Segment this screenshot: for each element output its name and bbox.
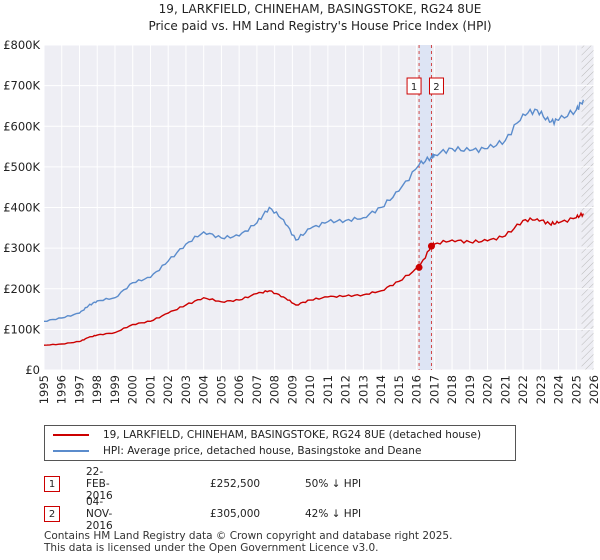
x-tick-label: 2015 [392,375,406,404]
x-tick-label: 2000 [126,375,140,404]
x-tick-label: 2023 [534,375,548,404]
x-tick-label: 2001 [143,375,157,404]
legend-label-property: 19, LARKFIELD, CHINEHAM, BASINGSTOKE, RG… [103,429,482,441]
x-tick-label: 2018 [445,375,459,404]
x-tick-label: 2012 [339,375,353,404]
x-tick-label: 2009 [285,375,299,404]
legend-item-hpi: HPI: Average price, detached house, Basi… [53,443,421,459]
y-tick-label: £800K [3,38,40,52]
x-tick-label: 2011 [321,375,335,404]
legend-item-property: 19, LARKFIELD, CHINEHAM, BASINGSTOKE, RG… [53,427,481,443]
sale-point [427,242,435,250]
series-line-hpi [44,99,585,322]
sale-marker-label: 1 [411,82,417,93]
transaction-price: £305,000 [210,508,261,520]
transaction-row: 2 04-NOV-2016 £305,000 42% ↓ HPI [44,496,361,532]
transaction-hpi: 50% ↓ HPI [305,478,362,490]
x-tick-label: 2014 [374,375,388,404]
x-tick-label: 1996 [55,375,69,404]
x-tick-label: 1999 [108,375,122,404]
x-tick-label: 2024 [552,375,566,404]
x-tick-label: 1995 [37,375,51,404]
transaction-price: £252,500 [210,478,261,490]
legend: 19, LARKFIELD, CHINEHAM, BASINGSTOKE, RG… [44,425,516,461]
x-tick-label: 2008 [268,375,282,404]
x-tick-label: 2007 [250,375,264,404]
sale-marker-box [428,77,444,95]
series-lines [43,99,585,346]
transaction-date: 04-NOV-2016 [86,496,113,532]
x-tick-label: 2004 [197,375,211,404]
y-tick-label: £200K [3,282,40,296]
x-tick-label: 2022 [516,375,530,404]
transaction-row: 1 22-FEB-2016 £252,500 50% ↓ HPI [44,466,361,502]
sale-marker-label: 2 [433,82,439,93]
transaction-hpi: 42% ↓ HPI [305,508,362,520]
x-tick-label: 1997 [72,375,86,404]
x-tick-label: 2026 [587,375,600,404]
x-tick-label: 2013 [356,375,370,404]
sale-point [415,263,423,271]
y-tick-label: £100K [3,322,40,336]
sale-marker-box [406,77,422,95]
x-tick-label: 2019 [463,375,477,404]
x-tick-label: 2010 [303,375,317,404]
x-tick-label: 2006 [232,375,246,404]
x-tick-label: 2025 [569,375,583,404]
series-line-property [43,211,585,346]
title-line-1: 19, LARKFIELD, CHINEHAM, BASINGSTOKE, RG… [158,2,482,16]
sale-points [415,242,435,271]
title-line-2: Price paid vs. HM Land Registry's House … [148,19,492,33]
y-tick-label: £0 [25,363,40,377]
y-tick-label: £600K [3,119,40,133]
x-tick-label: 2016 [410,375,424,404]
axes: £0 £100K £200K £300K £400K £500K £600K £700K £80… [3,38,600,404]
sale-period-band [419,45,432,370]
legend-swatch-hpi [53,450,89,452]
x-tick-label: 2020 [481,375,495,404]
x-tick-label: 1998 [90,375,104,404]
x-tick-label: 2017 [427,375,441,404]
footer-line-2: This data is licensed under the Open Gov… [44,542,379,554]
x-tick-label: 2021 [498,375,512,404]
y-tick-label: £500K [3,160,40,174]
y-tick-label: £400K [3,201,40,215]
x-tick-label: 2002 [161,375,175,404]
footer-line-1: Contains HM Land Registry data © Crown c… [44,530,453,542]
transaction-badge: 2 [44,506,60,522]
transaction-badge: 1 [44,476,60,492]
y-tick-label: £300K [3,241,40,255]
legend-label-hpi: HPI: Average price, detached house, Basi… [103,445,422,457]
transaction-date: 22-FEB-2016 [86,466,113,502]
x-tick-label: 2005 [214,375,228,404]
x-tick-label: 2003 [179,375,193,404]
y-tick-label: £700K [3,79,40,93]
chart-title: 19, LARKFIELD, CHINEHAM, BASINGSTOKE, RG… [0,1,600,35]
grid [43,44,595,371]
footer: Contains HM Land Registry data © Crown c… [44,530,452,554]
legend-swatch-property [53,434,89,436]
